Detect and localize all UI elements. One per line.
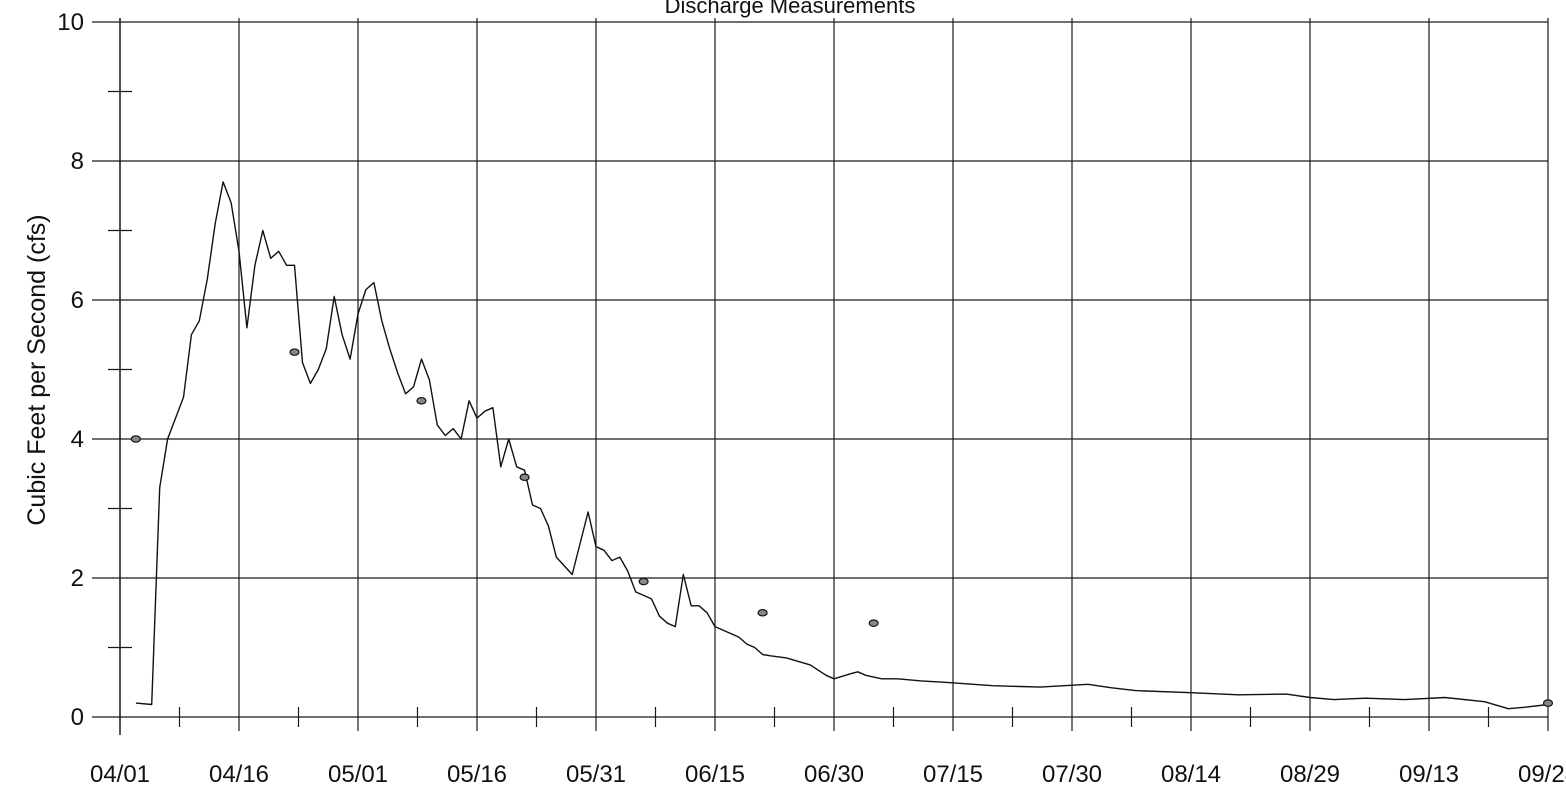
y-axis-title: Cubic Feet per Second (cfs) xyxy=(23,214,51,525)
measurement-point xyxy=(130,435,141,443)
y-tick-label: 8 xyxy=(71,148,84,175)
chart-title: Discharge Measurements xyxy=(665,0,916,18)
x-tick-label: 05/31 xyxy=(566,761,626,788)
x-tick-label: 08/14 xyxy=(1161,761,1221,788)
x-tick-label: 06/15 xyxy=(685,761,745,788)
minor-ticks xyxy=(108,90,1549,731)
grid xyxy=(92,18,1549,735)
measurement-point xyxy=(416,396,427,405)
y-tick-label: 6 xyxy=(71,287,84,314)
x-tick-label: 08/29 xyxy=(1280,761,1340,788)
x-axis-labels: 04/01 04/16 05/01 05/16 05/31 06/15 06/30 07/15… xyxy=(90,761,1566,788)
discharge-line xyxy=(135,181,1549,710)
y-tick-label: 10 xyxy=(57,9,84,36)
x-tick-label: 04/01 xyxy=(90,761,150,788)
x-tick-label: 05/16 xyxy=(447,761,507,788)
x-tick-label: 09/28 xyxy=(1518,761,1566,788)
y-tick-label: 2 xyxy=(71,565,84,592)
y-tick-label: 0 xyxy=(71,704,84,731)
x-tick-label: 07/15 xyxy=(923,761,983,788)
measurement-point xyxy=(868,619,879,627)
measurement-point xyxy=(638,577,649,586)
series xyxy=(130,181,1554,710)
x-tick-label: 06/30 xyxy=(804,761,864,788)
x-tick-label: 09/13 xyxy=(1399,761,1459,788)
y-tick-label: 4 xyxy=(71,426,84,453)
x-tick-label: 04/16 xyxy=(209,761,269,788)
measurement-point xyxy=(757,608,768,617)
y-axis-labels: 0 2 4 6 8 10 xyxy=(57,9,84,731)
measurement-point xyxy=(519,473,530,482)
x-tick-label: 05/01 xyxy=(328,761,388,788)
x-tick-label: 07/30 xyxy=(1042,761,1102,788)
measurement-point xyxy=(1542,699,1554,707)
measurement-point xyxy=(289,348,300,356)
